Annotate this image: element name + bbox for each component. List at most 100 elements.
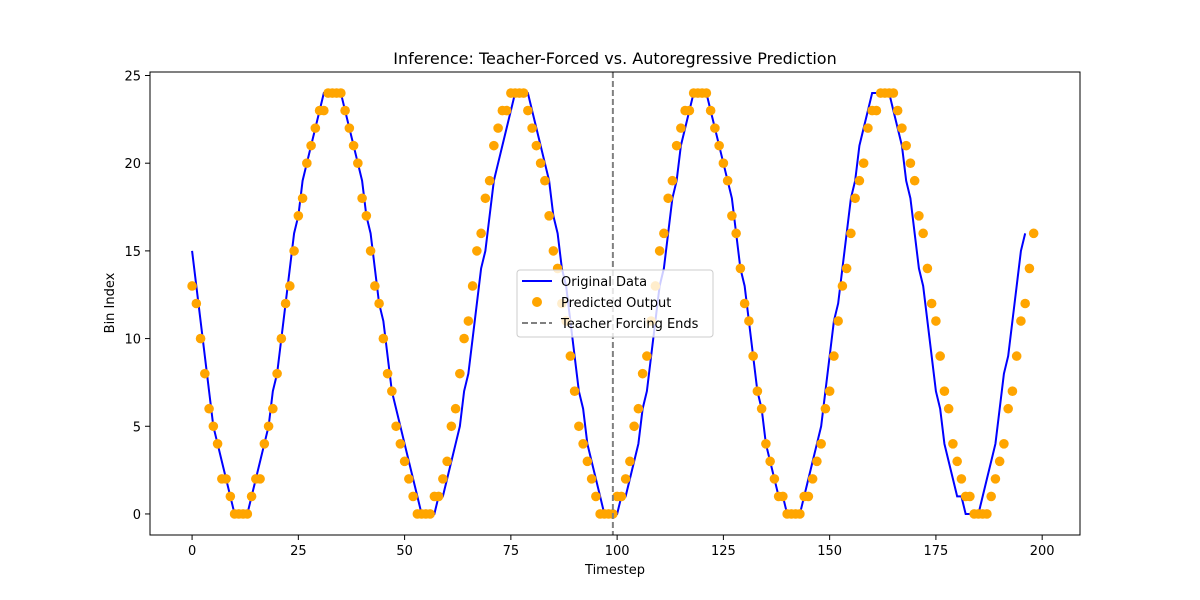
predicted-point <box>391 421 401 432</box>
plot-frame <box>149 71 1081 536</box>
predicted-point <box>531 140 542 151</box>
predicted-point <box>319 105 329 116</box>
x-tick-label: 50 <box>396 544 413 559</box>
y-tick-label: 10 <box>124 333 141 348</box>
predicted-point <box>625 456 635 467</box>
predicted-point <box>965 491 975 502</box>
predicted-point <box>654 246 665 256</box>
predicted-point <box>297 193 308 204</box>
predicted-point <box>310 123 321 133</box>
predicted-point <box>795 509 805 519</box>
predicted-point <box>1016 316 1026 326</box>
legend-label-original-data: Original Data <box>561 275 647 290</box>
legend: Original Data Predicted Output Teacher F… <box>516 269 714 338</box>
predicted-point <box>527 123 537 133</box>
predicted-point <box>824 386 835 396</box>
predicted-point <box>455 368 465 379</box>
x-tick-label: 125 <box>711 544 736 559</box>
predicted-point <box>225 491 236 502</box>
predicted-point <box>803 491 814 502</box>
predicted-point <box>939 386 950 396</box>
predicted-point <box>722 175 733 186</box>
predicted-point <box>446 421 457 432</box>
predicted-point <box>480 193 491 204</box>
predicted-point <box>221 474 231 484</box>
y-tick-label: 0 <box>133 508 141 523</box>
y-tick-label: 25 <box>124 70 141 85</box>
predicted-point <box>748 351 758 361</box>
predicted-point <box>463 316 474 326</box>
predicted-point <box>433 491 444 502</box>
predicted-point <box>276 333 287 344</box>
predicted-point <box>586 474 597 484</box>
predicted-point <box>659 228 669 239</box>
predicted-point <box>544 211 554 221</box>
predicted-point <box>994 456 1005 467</box>
predicted-point <box>778 491 788 502</box>
predicted-point <box>578 439 588 449</box>
legend-swatch-predicted-output <box>532 297 542 307</box>
predicted-point <box>616 491 627 502</box>
predicted-point <box>357 193 367 204</box>
predicted-point <box>892 105 903 116</box>
predicted-point <box>1003 403 1013 414</box>
predicted-point <box>467 281 478 291</box>
predicted-point <box>259 439 270 449</box>
x-axis-label: Timestep <box>584 563 645 578</box>
predicted-point <box>897 123 907 133</box>
y-axis-label: Bin Index <box>103 272 118 333</box>
predicted-point <box>888 88 899 98</box>
predicted-point <box>829 351 839 361</box>
predicted-point <box>744 316 754 326</box>
predicted-point <box>1028 228 1039 239</box>
predicted-point <box>569 386 580 396</box>
predicted-point <box>735 263 746 274</box>
predicted-point <box>926 298 937 309</box>
predicted-point <box>633 403 644 414</box>
predicted-point <box>289 246 299 256</box>
x-tick-label: 25 <box>290 544 307 559</box>
predicted-point <box>999 439 1009 449</box>
predicted-point <box>268 403 278 414</box>
x-axis-ticks: 0 25 50 75 100 125 150 175 200 <box>188 535 1055 559</box>
x-tick-label: 100 <box>605 544 630 559</box>
predicted-point <box>833 316 843 326</box>
predicted-point <box>676 123 686 133</box>
predicted-point <box>374 298 384 309</box>
predicted-point <box>935 351 945 361</box>
predicted-point <box>348 140 359 151</box>
predicted-point <box>684 105 695 116</box>
predicted-point <box>710 123 720 133</box>
predicted-point <box>922 263 933 274</box>
predicted-point <box>272 368 282 379</box>
predicted-point <box>943 403 954 414</box>
predicted-point <box>408 491 418 502</box>
predicted-point <box>399 456 410 467</box>
predicted-point <box>816 439 826 449</box>
predicted-point <box>472 246 482 256</box>
predicted-point <box>727 211 737 221</box>
predicted-point <box>459 333 469 344</box>
predicted-point <box>582 456 593 467</box>
predicted-point <box>344 123 355 133</box>
predicted-point <box>914 211 924 221</box>
predicted-point <box>1024 263 1035 274</box>
predicted-point <box>493 123 503 133</box>
predicted-point <box>663 193 673 204</box>
y-tick-label: 15 <box>124 245 141 260</box>
predicted-point <box>204 403 214 414</box>
predicted-point <box>701 88 712 98</box>
predicted-point <box>501 105 512 116</box>
predicted-point <box>246 491 257 502</box>
predicted-point <box>714 140 724 151</box>
legend-label-predicted-output: Predicted Output <box>561 296 671 311</box>
predicted-point <box>361 211 372 221</box>
predicted-point <box>535 158 546 168</box>
predicted-point <box>382 368 393 379</box>
predicted-point <box>948 439 958 449</box>
predicted-point <box>395 439 406 449</box>
predicted-point <box>871 105 882 116</box>
predicted-point <box>756 403 767 414</box>
predicted-point <box>540 175 550 186</box>
predicted-point <box>387 386 397 396</box>
